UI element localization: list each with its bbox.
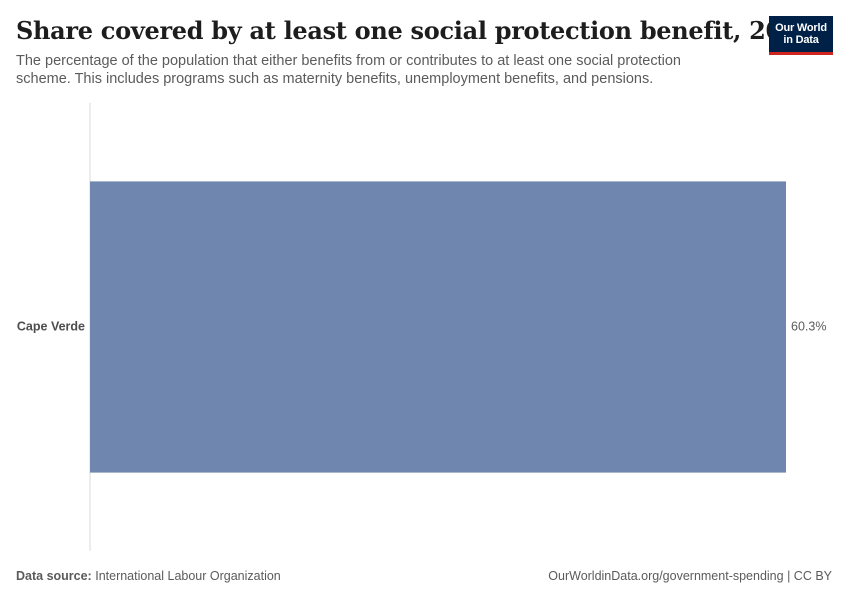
value-label: 60.3% <box>791 319 826 333</box>
license-text: | CC BY <box>787 569 832 583</box>
chart-subtitle: The percentage of the population that ei… <box>16 53 681 87</box>
logo-line-2: in Data <box>783 34 819 46</box>
bar[interactable] <box>90 181 786 473</box>
owid-logo[interactable]: Our World in Data <box>769 16 833 55</box>
category-label: Cape Verde <box>17 319 85 333</box>
chart-title: Share covered by at least one social pro… <box>16 16 815 45</box>
data-source-value: International Labour Organization <box>95 569 281 583</box>
data-source: Data source: International Labour Organi… <box>16 568 281 584</box>
source-link[interactable]: OurWorldinData.org/government-spending <box>548 569 784 583</box>
data-source-label: Data source: <box>16 569 92 583</box>
footer-link-group: OurWorldinData.org/government-spending |… <box>548 568 832 584</box>
logo-line-1: Our World <box>775 22 827 34</box>
